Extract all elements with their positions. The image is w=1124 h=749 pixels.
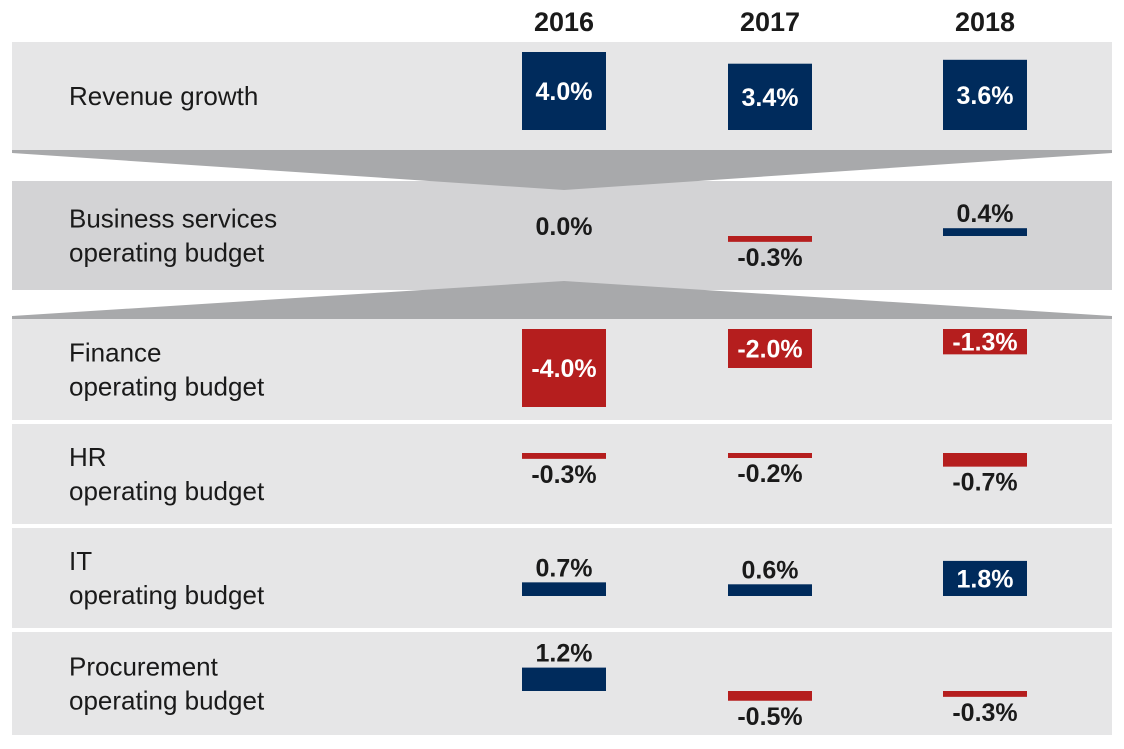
- data-label-row-1-2017: -0.3%: [737, 244, 802, 272]
- bar-row-4-2018: [943, 560, 1027, 596]
- bar-row-1-2018: [943, 228, 1027, 236]
- bar-row-3-2016: [522, 453, 606, 459]
- bar-row-2-2016: [522, 329, 606, 407]
- data-label-row-4-2018: 1.8%: [957, 565, 1014, 593]
- data-label-row-4-2016: 0.7%: [536, 554, 593, 582]
- bar-row-0-2016: [522, 52, 606, 130]
- bar-row-4-2016: [522, 582, 606, 596]
- bar-row-2-2018: [943, 329, 1027, 355]
- data-label-row-5-2018: -0.3%: [952, 699, 1017, 727]
- data-label-row-1-2016: 0.0%: [536, 213, 593, 241]
- bar-row-3-2017: [728, 453, 812, 458]
- row-labels: Revenue growth Business services operating…: [69, 81, 277, 716]
- data-label-row-0-2018: 3.6%: [957, 82, 1014, 110]
- bar-row-0-2018: [943, 59, 1027, 130]
- data-label-row-3-2017: -0.2%: [737, 460, 802, 488]
- connector-shapes: [12, 150, 1112, 319]
- row-band-4: [12, 528, 1112, 628]
- funnel-up-connector: [12, 281, 1112, 319]
- funnel-down-connector: [12, 150, 1112, 190]
- data-label-row-0-2017: 3.4%: [742, 84, 799, 112]
- data-label-row-5-2017: -0.5%: [737, 703, 802, 731]
- row-label-3-line-1: operating budget: [69, 476, 265, 506]
- data-label-row-0-2016: 4.0%: [536, 78, 593, 106]
- year-header-2018: 2018: [955, 7, 1015, 37]
- data-label-row-2-2018: -1.3%: [952, 329, 1017, 357]
- row-band-1: [12, 181, 1112, 290]
- row-band-3: [12, 424, 1112, 524]
- row-label-5-line-1: operating budget: [69, 686, 265, 716]
- bar-row-0-2017: [728, 63, 812, 131]
- row-label-5-line-0: Procurement: [69, 652, 219, 682]
- year-headers: 2016 2017 2018: [534, 7, 1015, 37]
- data-label-row-2-2016: -4.0%: [531, 355, 596, 383]
- year-header-2017: 2017: [740, 7, 800, 37]
- bar-row-5-2016: [522, 667, 606, 691]
- data-label-row-3-2018: -0.7%: [952, 469, 1017, 497]
- year-header-2016: 2016: [534, 7, 594, 37]
- bar-marks: 4.0% 3.4% 3.6% 0.0% -0.3% 0.4% -4.0% -2.0% -1.3%…: [522, 52, 1027, 731]
- data-label-row-1-2018: 0.4%: [957, 200, 1014, 228]
- row-label-2-line-1: operating budget: [69, 372, 265, 402]
- bar-row-2-2017: [728, 329, 812, 368]
- row-label-4-line-1: operating budget: [69, 580, 265, 610]
- data-label-row-5-2016: 1.2%: [536, 640, 593, 668]
- row-label-2-line-0: Finance: [69, 338, 162, 368]
- row-label-3-line-0: HR: [69, 442, 107, 472]
- bar-row-4-2017: [728, 584, 812, 596]
- row-label-0-line-0: Revenue growth: [69, 81, 258, 111]
- bar-row-1-2017: [728, 236, 812, 242]
- bar-row-5-2017: [728, 691, 812, 701]
- row-label-1-line-0: Business services: [69, 204, 277, 234]
- row-label-4-line-0: IT: [69, 546, 92, 576]
- data-label-row-2-2017: -2.0%: [737, 336, 802, 364]
- row-label-1-line-1: operating budget: [69, 238, 265, 268]
- data-label-row-4-2017: 0.6%: [742, 556, 799, 584]
- data-label-row-3-2016: -0.3%: [531, 461, 596, 489]
- bar-row-5-2018: [943, 691, 1027, 697]
- bar-row-3-2018: [943, 453, 1027, 467]
